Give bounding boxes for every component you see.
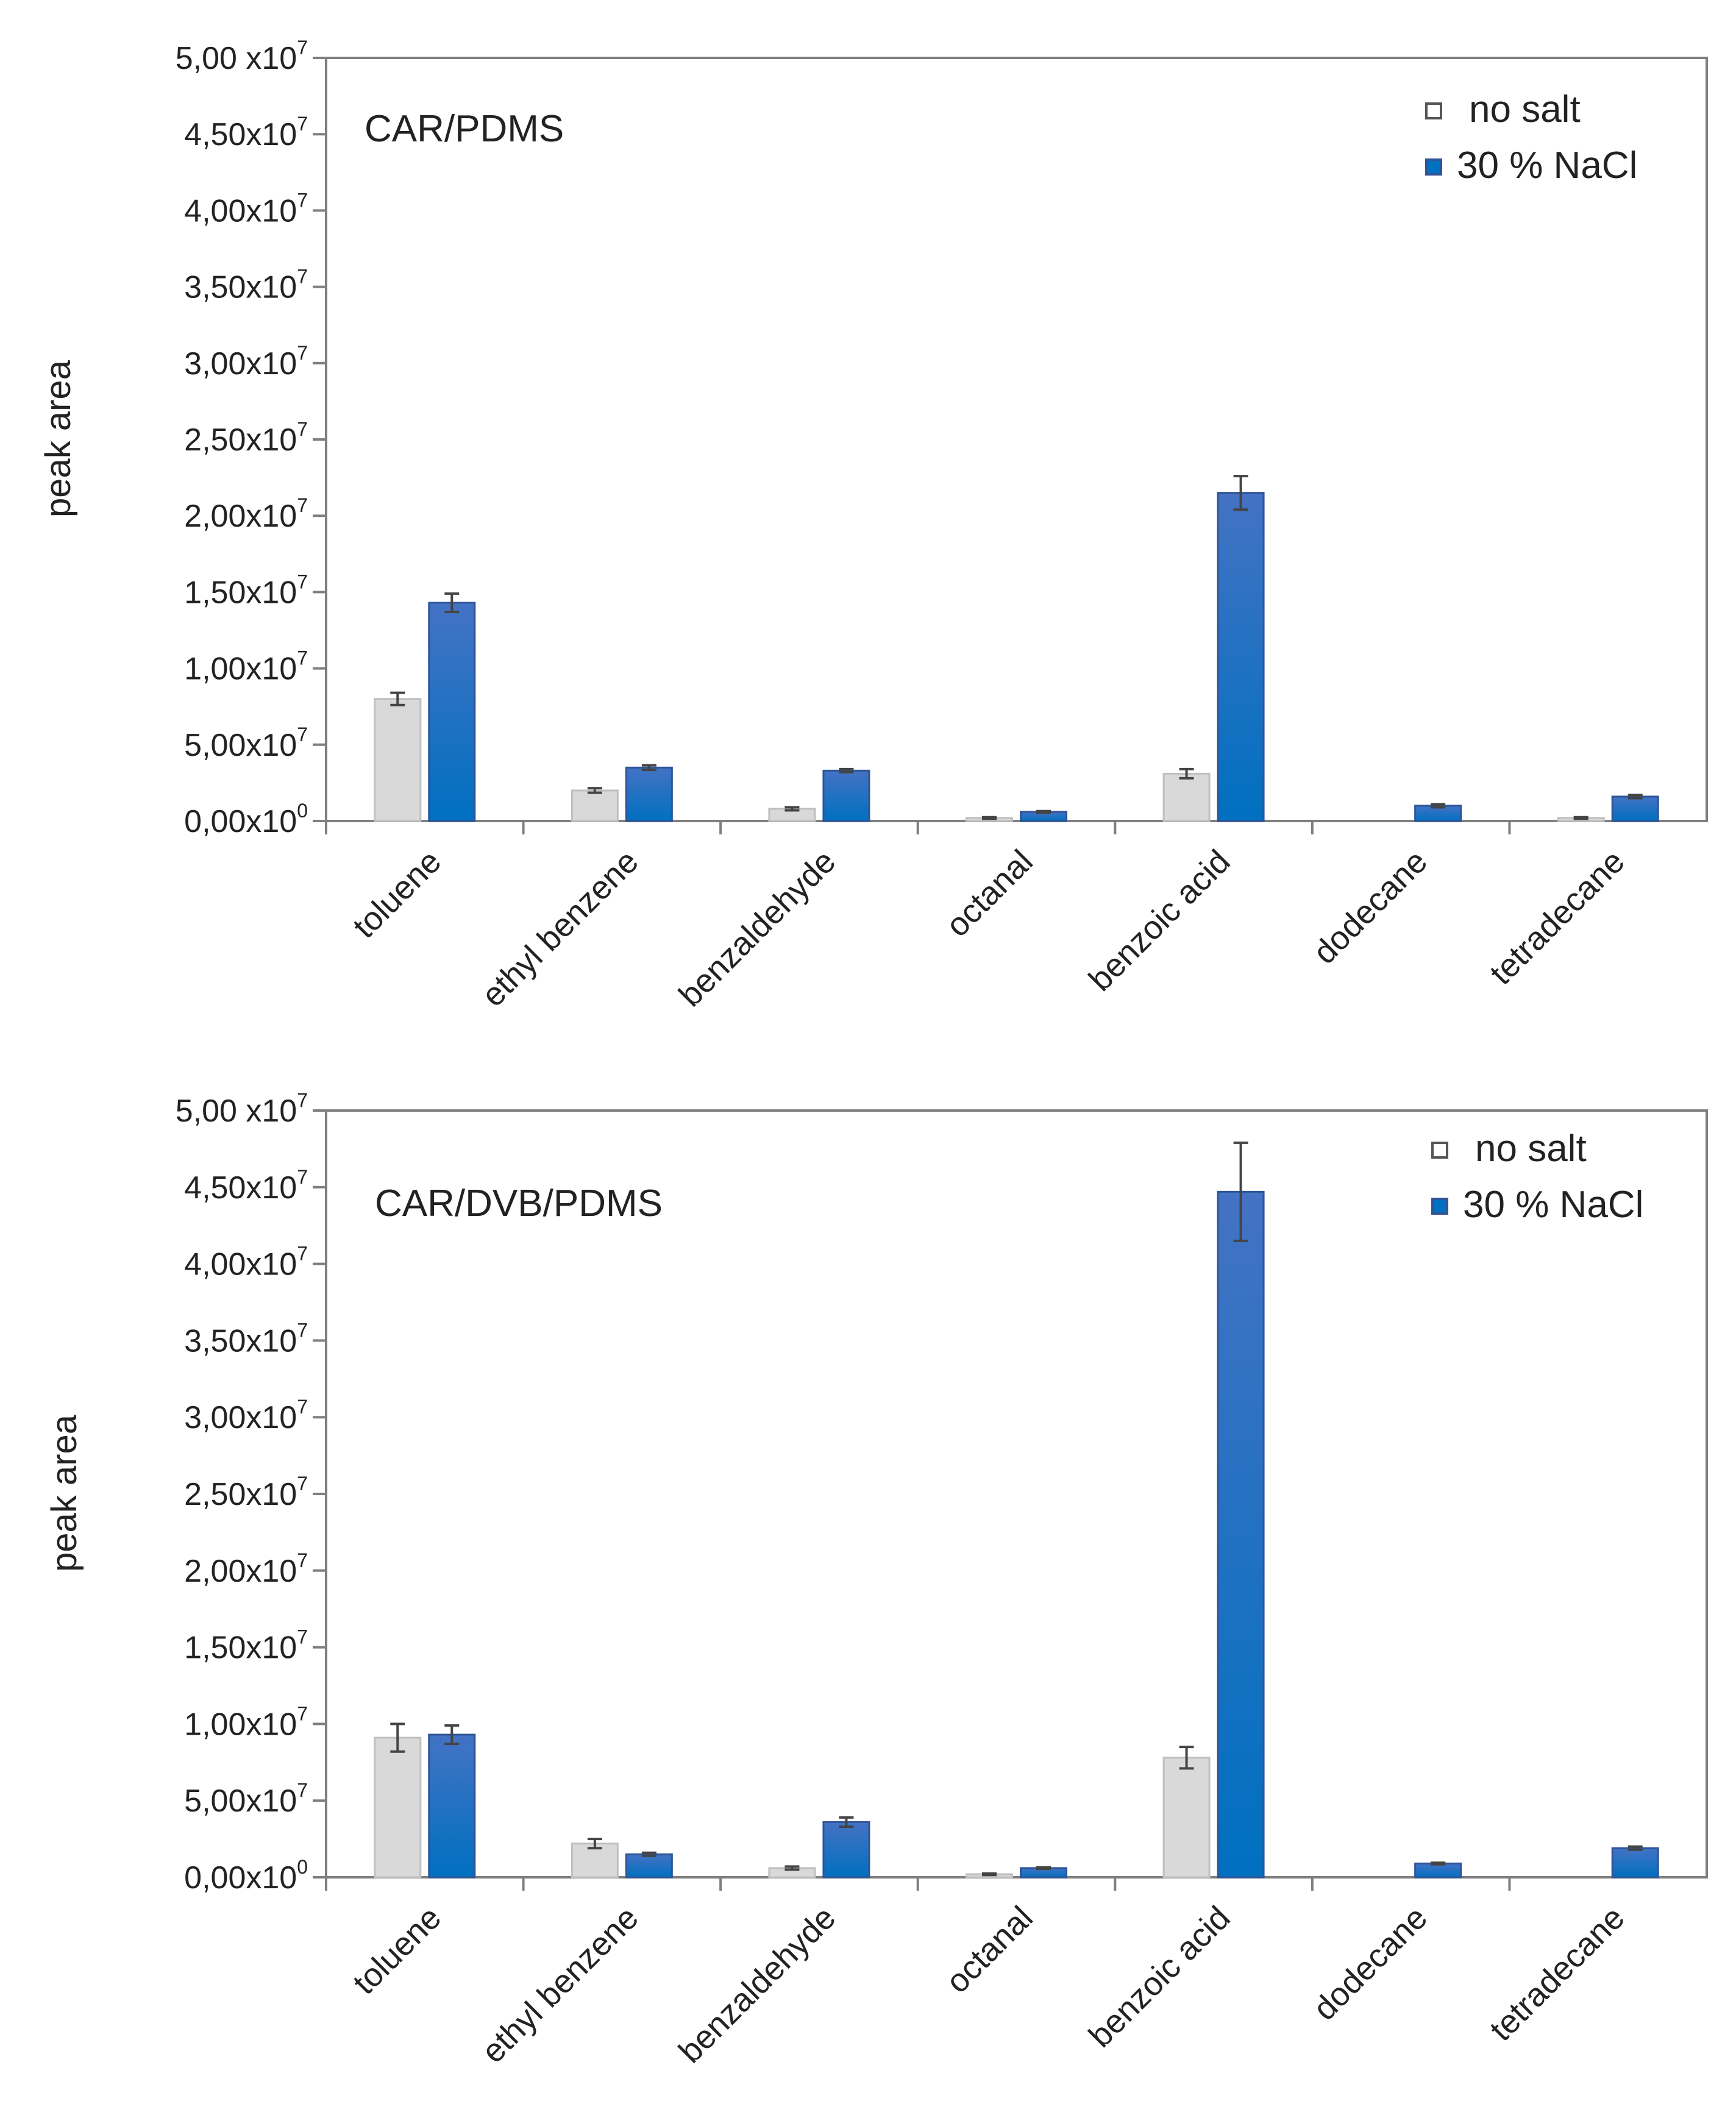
category-label-ethyl-benzene: ethyl benzene <box>475 1899 646 2070</box>
error-bar-30-nacl-tetradecane <box>1628 794 1643 800</box>
legend-swatch-30-nacl <box>1431 1198 1448 1215</box>
error-bar-no-salt-benzaldehyde <box>784 1865 800 1871</box>
error-bar-no-salt-ethyl-benzene <box>587 1838 602 1850</box>
error-bar-30-nacl-ethyl-benzene <box>641 1851 656 1857</box>
error-bar-no-salt-toluene <box>390 691 405 706</box>
y-tick-label: 3,00x107 <box>184 342 308 382</box>
chart-panel-2: 0,00x100 5,00x107 1,00x107 1,50x107 2,00x107… <box>44 1089 1708 2070</box>
panel-title: CAR/DVB/PDMS <box>375 1182 663 1225</box>
error-bar-no-salt-ethyl-benzene <box>587 787 602 794</box>
y-tick-label: 0,00x100 <box>184 1856 308 1896</box>
bar-30-nacl-benzaldehyde[interactable] <box>822 1821 870 1879</box>
category-label-ethyl-benzene: ethyl benzene <box>475 843 646 1014</box>
error-bar-30-nacl-benzoic-acid <box>1233 475 1248 511</box>
bar-no-salt-ethyl-benzene[interactable] <box>571 789 619 822</box>
error-bar-30-nacl-benzaldehyde <box>839 767 854 773</box>
legend: no salt 30 % NaCl <box>1425 88 1637 187</box>
y-tick-label: 0,00x100 <box>184 800 308 839</box>
error-bar-no-salt-benzaldehyde <box>784 806 800 812</box>
legend-swatch-30-nacl <box>1425 158 1442 176</box>
error-bar-30-nacl-tetradecane <box>1628 1845 1643 1851</box>
category-label-dodecane: dodecane <box>1306 1899 1434 2027</box>
bar-30-nacl-tetradecane[interactable] <box>1611 795 1659 822</box>
category-label-benzaldehyde: benzaldehyde <box>672 1899 842 2070</box>
bar-30-nacl-tetradecane[interactable] <box>1611 1847 1659 1879</box>
error-bar-no-salt-octanal <box>982 816 997 820</box>
y-tick-label: 4,00x107 <box>184 1243 308 1282</box>
y-tick-label: 1,50x107 <box>184 1626 308 1666</box>
bar-30-nacl-benzoic-acid[interactable] <box>1217 1190 1265 1879</box>
category-label-toluene: toluene <box>346 843 449 945</box>
y-tick-label: 5,00x107 <box>184 1779 308 1819</box>
legend-label-no-salt: no salt <box>1469 88 1581 130</box>
y-tick-label: 5,00x107 <box>184 723 308 763</box>
error-bar-no-salt-benzoic-acid <box>1179 1746 1194 1770</box>
y-tick-label: 1,00x107 <box>184 647 308 687</box>
y-tick-label: 1,00x107 <box>184 1702 308 1742</box>
bar-30-nacl-ethyl-benzene[interactable] <box>625 1853 673 1879</box>
y-tick-label: 2,50x107 <box>184 1473 308 1512</box>
bar-no-salt-toluene[interactable] <box>374 698 422 822</box>
category-label-tetradecane: tetradecane <box>1483 1899 1632 2048</box>
error-bar-30-nacl-toluene <box>444 1724 460 1746</box>
error-bar-30-nacl-benzoic-acid <box>1233 1141 1248 1242</box>
panel-title: CAR/PDMS <box>365 108 564 150</box>
error-bar-30-nacl-ethyl-benzene <box>641 764 656 772</box>
y-tick-label: 2,00x107 <box>184 1549 308 1589</box>
legend-label-no-salt: no salt <box>1475 1128 1587 1170</box>
category-label-tetradecane: tetradecane <box>1483 843 1632 992</box>
bar-no-salt-benzoic-acid[interactable] <box>1162 1757 1211 1879</box>
bar-30-nacl-benzoic-acid[interactable] <box>1217 492 1265 822</box>
legend-swatch-no-salt <box>1425 102 1442 119</box>
category-label-octanal: octanal <box>939 843 1040 944</box>
y-tick-label: 3,50x107 <box>184 1319 308 1359</box>
y-tick-label: 3,50x107 <box>184 266 308 305</box>
chart-panel-1: 0,00x100 5,00x107 1,00x107 1,50x107 2,00x107… <box>38 37 1708 1014</box>
y-axis-label: peak area <box>44 1414 84 1572</box>
y-tick-label: 2,00x107 <box>184 494 308 534</box>
bar-30-nacl-dodecane[interactable] <box>1414 1862 1462 1879</box>
legend-swatch-no-salt <box>1431 1142 1448 1159</box>
y-tick-label: 5,00 x107 <box>176 1089 308 1129</box>
legend-label-30-nacl: 30 % NaCl <box>1457 144 1637 187</box>
category-label-benzoic-acid: benzoic acid <box>1082 1899 1237 2055</box>
error-bar-no-salt-tetradecane <box>1573 816 1588 820</box>
legend: no salt 30 % NaCl <box>1431 1128 1643 1226</box>
category-label-benzaldehyde: benzaldehyde <box>672 843 842 1014</box>
y-tick-label: 4,00x107 <box>184 189 308 229</box>
bar-no-salt-benzoic-acid[interactable] <box>1162 772 1211 822</box>
error-bar-30-nacl-benzaldehyde <box>839 1816 854 1828</box>
y-tick-label: 3,00x107 <box>184 1396 308 1435</box>
error-bar-no-salt-toluene <box>390 1722 405 1753</box>
error-bar-30-nacl-toluene <box>444 592 460 613</box>
error-bar-30-nacl-dodecane <box>1431 1861 1446 1866</box>
category-label-dodecane: dodecane <box>1306 843 1434 971</box>
bar-30-nacl-toluene[interactable] <box>428 1733 476 1879</box>
error-bar-30-nacl-dodecane <box>1431 803 1446 809</box>
bar-30-nacl-benzaldehyde[interactable] <box>822 769 870 822</box>
error-bar-no-salt-benzoic-acid <box>1179 767 1194 780</box>
error-bar-30-nacl-octanal <box>1036 1866 1051 1871</box>
error-bar-30-nacl-octanal <box>1036 809 1051 814</box>
bar-30-nacl-toluene[interactable] <box>428 602 476 822</box>
legend-label-30-nacl: 30 % NaCl <box>1463 1184 1643 1226</box>
bar-no-salt-toluene[interactable] <box>374 1736 422 1879</box>
y-tick-label: 5,00 x107 <box>176 37 308 76</box>
y-tick-label: 4,50x107 <box>184 113 308 152</box>
y-tick-label: 4,50x107 <box>184 1166 308 1206</box>
y-tick-label: 1,50x107 <box>184 571 308 610</box>
y-tick-label: 2,50x107 <box>184 418 308 458</box>
category-label-octanal: octanal <box>939 1899 1040 2000</box>
y-axis-label: peak area <box>38 360 78 517</box>
error-bar-no-salt-octanal <box>982 1872 997 1877</box>
category-label-toluene: toluene <box>346 1899 449 2002</box>
category-label-benzoic-acid: benzoic acid <box>1082 843 1237 998</box>
bar-30-nacl-ethyl-benzene[interactable] <box>625 766 673 822</box>
